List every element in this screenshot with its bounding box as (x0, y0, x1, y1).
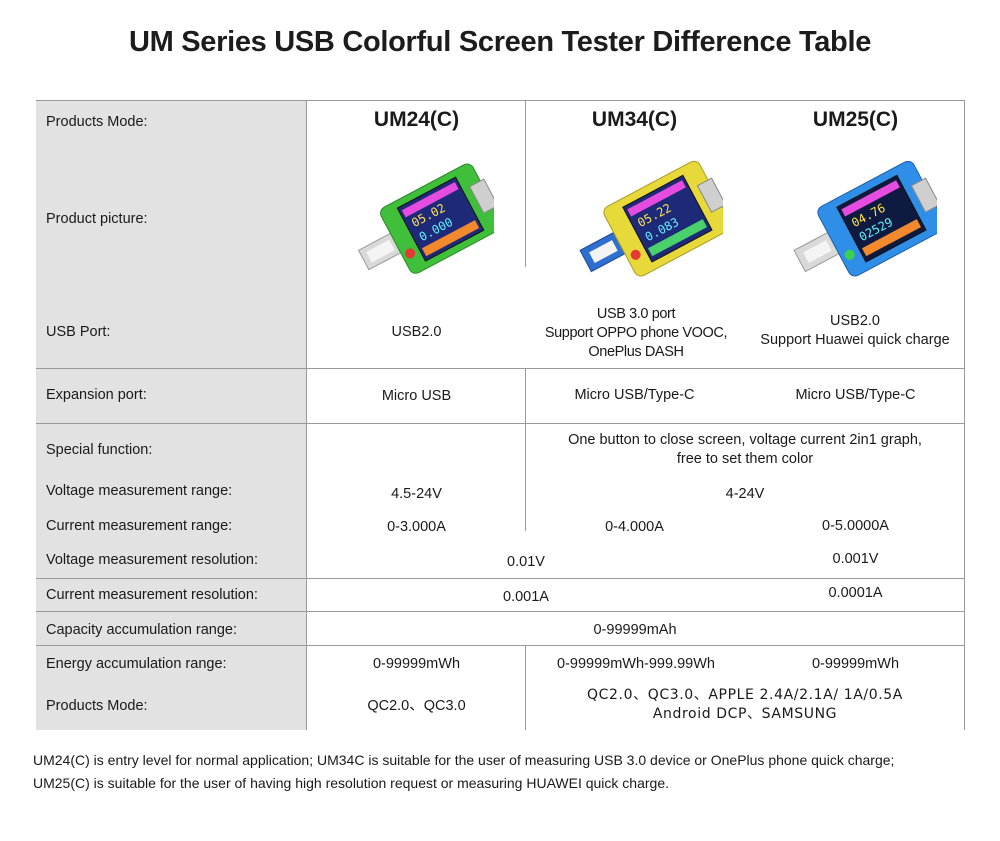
divider (525, 100, 526, 267)
energy-range-um34: 0-99999mWh-999.99Wh (557, 655, 715, 672)
usb-port-um24: USB2.0 (391, 323, 442, 340)
model-header-um34: UM34(C) (591, 108, 678, 131)
divider (36, 423, 965, 424)
divider (36, 578, 965, 579)
divider (36, 100, 965, 101)
energy-range-um25: 0-99999mWh (811, 655, 900, 672)
usb-port-um25: USB2.0 Support Huawei quick charge (746, 310, 964, 352)
um25-device-image: 04.76 02529 (793, 160, 937, 277)
expansion-port-um25: Micro USB/Type-C (795, 386, 916, 403)
voltage-range-shared: 4-24V (725, 485, 765, 502)
current-resolution-label: Current measurement resolution: (46, 587, 258, 603)
divider (964, 100, 965, 730)
special-function-line2: free to set them color (676, 451, 814, 467)
products-mode-2-label: Products Mode: (46, 698, 148, 714)
usb-port-um25-line1: USB2.0 (830, 313, 880, 329)
expansion-port-label: Expansion port: (46, 387, 147, 403)
products-mode-2-line1: QC2.0、QC3.0、APPLE 2.4A/2.1A/ 1A/0.5A (587, 687, 903, 703)
divider (36, 645, 965, 646)
usb-port-um25-line2: Support Huawei quick charge (760, 332, 950, 348)
products-mode-2-shared: QC2.0、QC3.0、APPLE 2.4A/2.1A/ 1A/0.5A And… (526, 683, 964, 727)
voltage-range-label: Voltage measurement range: (46, 483, 233, 499)
current-range-um24: 0-3.000A (387, 518, 446, 535)
model-header-um24: UM24(C) (373, 108, 460, 131)
current-range-um34: 0-4.000A (605, 518, 664, 535)
capacity-range-all: 0-99999mAh (593, 621, 677, 638)
products-mode-label: Products Mode: (46, 114, 148, 130)
footnote-line1: UM24(C) is entry level for normal applic… (33, 752, 895, 768)
products-mode-2-line2: Android DCP、SAMSUNG (652, 706, 838, 722)
um24-device-image: 05.02 0.000 (357, 163, 494, 274)
divider (306, 100, 307, 730)
page-title: UM Series USB Colorful Screen Tester Dif… (128, 26, 872, 58)
current-resolution-shared: 0.001A (503, 588, 549, 605)
product-picture-label: Product picture: (46, 211, 148, 227)
divider (36, 611, 965, 612)
divider (36, 368, 965, 369)
um34-device-image: 05.22 0.083 (579, 160, 723, 277)
footnote-line2: UM25(C) is suitable for the user of havi… (33, 775, 669, 791)
usb-port-um34-line1: USB 3.0 port (596, 305, 676, 322)
current-range-label: Current measurement range: (46, 518, 233, 534)
capacity-range-label: Capacity accumulation range: (46, 622, 238, 638)
current-range-um25: 0-5.0000A (822, 517, 889, 534)
expansion-port-um34: Micro USB/Type-C (574, 386, 695, 403)
special-function-shared: One button to close screen, voltage curr… (526, 430, 964, 470)
special-function-line1: One button to close screen, voltage curr… (568, 432, 922, 448)
current-resolution-um25: 0.0001A (828, 584, 883, 601)
usb-port-label: USB Port: (46, 324, 111, 340)
usb-port-um34-line2: Support OPPO phone VOOC, (544, 324, 728, 341)
usb-port-um34: USB 3.0 port Support OPPO phone VOOC, On… (526, 303, 746, 363)
label-column (36, 100, 306, 730)
special-function-label: Special function: (46, 442, 153, 458)
comparison-table: Products Mode: UM24(C) UM34(C) UM25(C) P… (36, 100, 965, 730)
voltage-resolution-um25: 0.001V (832, 550, 879, 567)
usb-port-um34-line3: OnePlus DASH (588, 343, 684, 360)
expansion-port-um24: Micro USB (381, 387, 452, 404)
voltage-resolution-shared: 0.01V (507, 553, 545, 570)
voltage-range-um24: 4.5-24V (391, 485, 442, 502)
model-header-um25: UM25(C) (812, 108, 899, 131)
products-mode-2-um24: QC2.0、QC3.0 (367, 697, 466, 714)
voltage-resolution-label: Voltage measurement resolution: (46, 552, 258, 568)
divider (525, 645, 526, 730)
energy-range-label: Energy accumulation range: (46, 656, 227, 672)
divider (525, 368, 526, 531)
energy-range-um24: 0-99999mWh (372, 655, 461, 672)
